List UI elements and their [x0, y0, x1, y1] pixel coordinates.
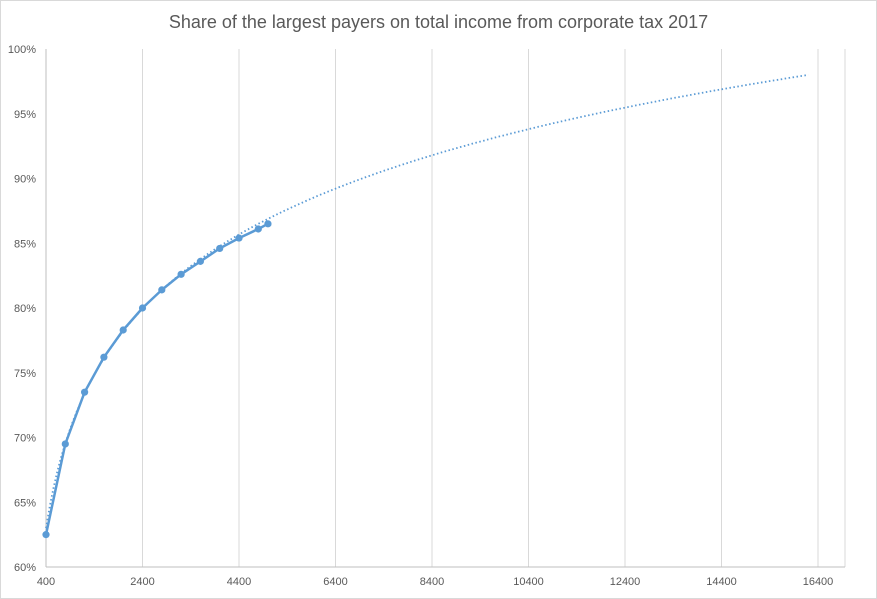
data-point	[254, 225, 262, 233]
y-tick-label: 100%	[8, 44, 36, 56]
data-point	[81, 388, 89, 396]
grid-lines	[142, 49, 846, 567]
data-point	[119, 326, 127, 334]
x-tick-label: 16400	[803, 576, 834, 588]
data-point	[42, 531, 50, 539]
y-tick-label: 75%	[14, 368, 36, 380]
data-point	[177, 270, 185, 278]
data-point	[264, 220, 272, 228]
y-tick-label: 95%	[14, 109, 36, 121]
x-tick-label: 2400	[130, 576, 154, 588]
y-tick-label: 85%	[14, 238, 36, 250]
series-line	[44, 222, 269, 535]
data-point	[100, 353, 108, 361]
data-point	[196, 257, 204, 265]
series-group	[42, 74, 809, 539]
trendline	[45, 74, 809, 529]
y-tick-label: 60%	[14, 562, 36, 574]
y-tick-labels: 60% 65% 70% 75% 80% 85% 90% 95% 100%	[8, 44, 36, 574]
y-tick-label: 65%	[14, 497, 36, 509]
x-tick-label: 4400	[227, 576, 251, 588]
x-tick-label: 6400	[323, 576, 347, 588]
y-tick-label: 90%	[14, 174, 36, 186]
x-tick-labels: 400 2400 4400 6400 8400 10400 12400 14400 16400	[37, 576, 833, 588]
y-tick-label: 70%	[14, 433, 36, 445]
x-tick-label: 10400	[513, 576, 544, 588]
x-tick-label: 8400	[420, 576, 444, 588]
x-tick-label: 14400	[706, 576, 737, 588]
x-tick-label: 12400	[610, 576, 641, 588]
data-point	[216, 244, 224, 253]
data-point	[235, 234, 243, 242]
data-point	[158, 286, 166, 294]
chart-title: Share of the largest payers on total inc…	[168, 12, 709, 32]
data-point	[138, 304, 147, 312]
x-tick-label: 400	[37, 576, 55, 588]
axes	[45, 49, 845, 568]
data-point	[61, 440, 69, 448]
y-tick-label: 80%	[14, 303, 36, 315]
